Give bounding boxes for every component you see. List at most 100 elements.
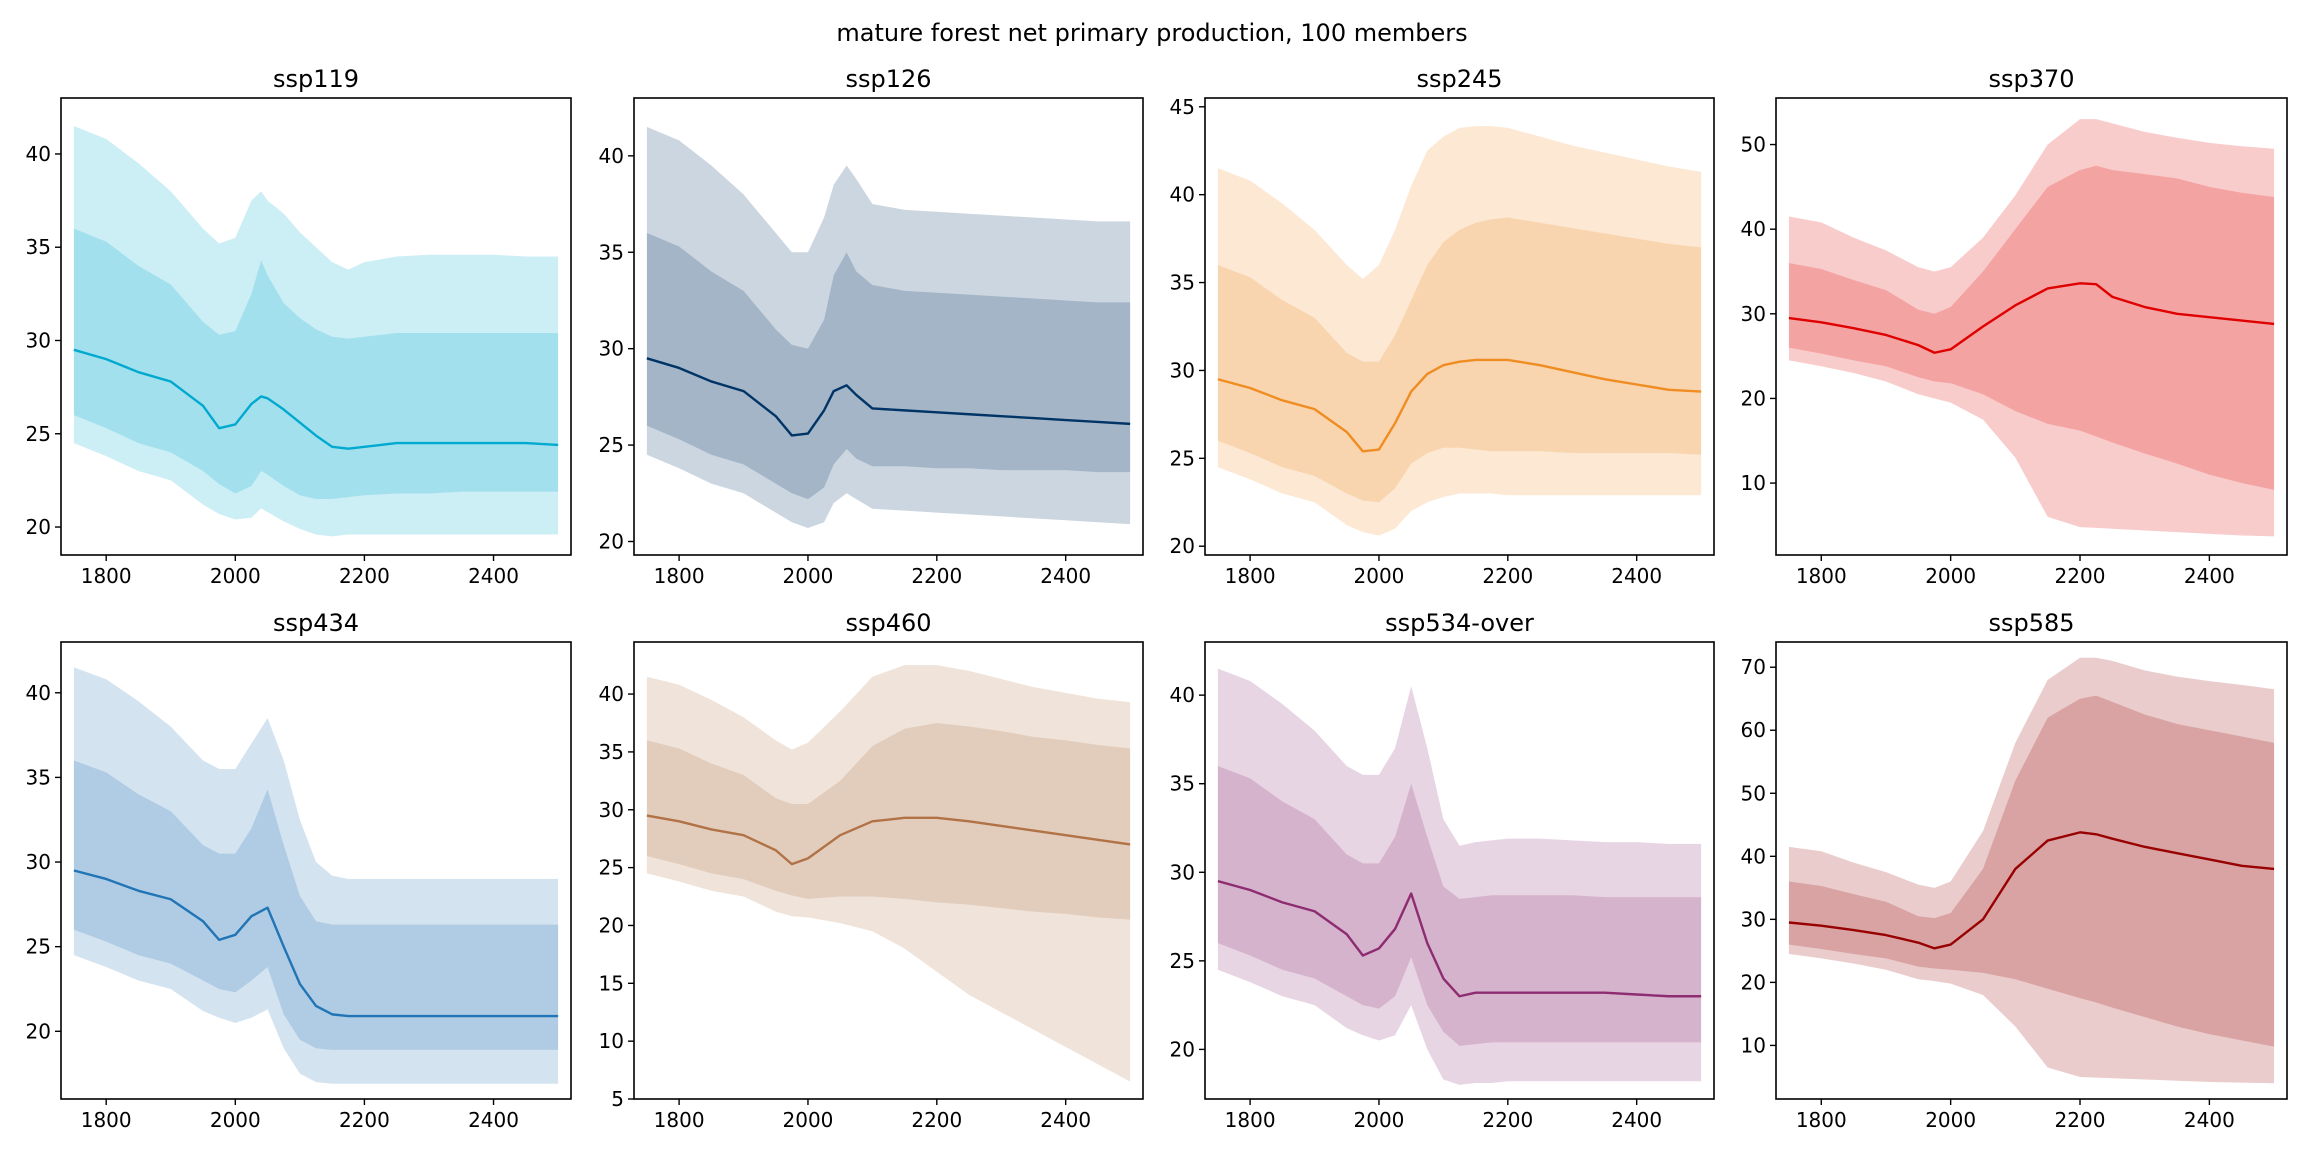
- x-tick-label: 2200: [911, 1108, 962, 1132]
- inner-range-band: [73, 228, 559, 500]
- y-tick-label: 15: [599, 971, 624, 995]
- y-tick-label: 25: [599, 433, 624, 457]
- y-tick-label: 25: [26, 422, 51, 446]
- x-tick-label: 1800: [81, 1108, 132, 1132]
- outer-range-band: [1788, 119, 2275, 537]
- y-tick-label: 40: [1170, 183, 1195, 207]
- x-tick-label: 1800: [1225, 564, 1276, 588]
- inner-range-band: [646, 722, 1131, 920]
- x-tick-label: 2000: [783, 564, 834, 588]
- x-tick-label: 2400: [1611, 564, 1662, 588]
- axes-frame: [1775, 97, 2288, 556]
- axes-frame: [633, 641, 1144, 1100]
- axes-frame: [1204, 641, 1715, 1100]
- x-tick-label: 2400: [468, 564, 519, 588]
- panel-ssp245: ssp245 1800 2000 2200 2400 20 25 30 35 40 45: [1170, 65, 1715, 588]
- panel-ssp460: ssp460 1800 2000 2200 2400 5 10 15 20 25 30 35 40: [599, 609, 1144, 1132]
- panels-grid: ssp119 1800 2000 2200 2400 20 25 30 35 40 ssp126 18…: [26, 65, 2288, 1132]
- y-tick-label: 35: [1170, 772, 1195, 796]
- y-tick-label: 50: [1741, 133, 1766, 157]
- axes-frame: [60, 641, 572, 1100]
- y-tick-label: 10: [1741, 471, 1766, 495]
- y-tick-label: 50: [1741, 781, 1766, 805]
- y-tick-label: 30: [599, 798, 624, 822]
- y-tick-label: 10: [1741, 1033, 1766, 1057]
- panel-ssp119: ssp119 1800 2000 2200 2400 20 25 30 35 40: [26, 65, 572, 588]
- y-tick-label: 30: [599, 337, 624, 361]
- panel-title: ssp434: [273, 609, 359, 637]
- y-tick-label: 70: [1741, 655, 1766, 679]
- y-tick-label: 35: [26, 765, 51, 789]
- y-tick-label: 30: [1170, 358, 1195, 382]
- median-line: [1217, 879, 1702, 998]
- y-tick-label: 25: [26, 935, 51, 959]
- outer-range-band: [646, 665, 1131, 1082]
- x-tick-label: 2000: [210, 564, 261, 588]
- y-tick-label: 25: [1170, 446, 1195, 470]
- y-tick-label: 20: [599, 913, 624, 937]
- median-line: [1788, 282, 2275, 354]
- x-tick-label: 2400: [2184, 1108, 2235, 1132]
- outer-range-band: [1217, 668, 1702, 1085]
- panel-title: ssp245: [1416, 65, 1502, 93]
- x-tick-label: 2400: [1040, 564, 1091, 588]
- y-tick-label: 20: [26, 1019, 51, 1043]
- inner-range-band: [73, 760, 559, 1050]
- x-tick-label: 2200: [2055, 564, 2106, 588]
- x-tick-label: 1800: [1796, 564, 1847, 588]
- x-tick-label: 2000: [1925, 564, 1976, 588]
- y-tick-label: 10: [599, 1029, 624, 1053]
- panel-ssp126: ssp126 1800 2000 2200 2400 20 25 30 35 40: [599, 65, 1144, 588]
- panel-title: ssp370: [1988, 65, 2074, 93]
- x-tick-label: 2200: [1482, 564, 1533, 588]
- x-tick-label: 2000: [1925, 1108, 1976, 1132]
- outer-range-band: [1788, 657, 2275, 1084]
- axes-frame: [60, 97, 572, 556]
- y-tick-label: 30: [1741, 302, 1766, 326]
- x-tick-label: 2400: [1611, 1108, 1662, 1132]
- y-tick-label: 20: [1170, 534, 1195, 558]
- axes-frame: [1775, 641, 2288, 1100]
- panel-title: ssp585: [1988, 609, 2074, 637]
- x-tick-label: 2400: [1040, 1108, 1091, 1132]
- y-tick-label: 30: [26, 850, 51, 874]
- median-line: [1217, 358, 1702, 453]
- median-line: [1788, 831, 2275, 950]
- x-tick-label: 2400: [2184, 564, 2235, 588]
- x-tick-label: 2200: [911, 564, 962, 588]
- y-tick-label: 30: [26, 328, 51, 352]
- inner-range-band: [646, 232, 1131, 500]
- y-tick-label: 20: [1170, 1037, 1195, 1061]
- x-tick-label: 2000: [1354, 564, 1405, 588]
- y-tick-label: 35: [26, 235, 51, 259]
- y-tick-label: 25: [599, 856, 624, 880]
- y-tick-label: 40: [599, 144, 624, 168]
- y-tick-label: 30: [1741, 907, 1766, 931]
- median-line: [646, 357, 1131, 437]
- y-tick-label: 25: [1170, 949, 1195, 973]
- x-tick-label: 2000: [783, 1108, 834, 1132]
- x-tick-label: 1800: [1796, 1108, 1847, 1132]
- y-tick-label: 20: [599, 530, 624, 554]
- y-tick-label: 40: [1741, 217, 1766, 241]
- inner-range-band: [1217, 217, 1702, 503]
- y-tick-label: 20: [1741, 970, 1766, 994]
- y-tick-label: 40: [1170, 683, 1195, 707]
- panel-ssp534-over: ssp534-over 1800 2000 2200 2400 20 25 30 35 40: [1170, 609, 1715, 1132]
- median-line: [73, 869, 559, 1018]
- panel-title: ssp460: [845, 609, 931, 637]
- axes-frame: [633, 97, 1144, 556]
- median-line: [73, 348, 559, 450]
- y-tick-label: 35: [599, 240, 624, 264]
- panel-title: ssp126: [845, 65, 931, 93]
- outer-range-band: [73, 667, 559, 1084]
- inner-range-band: [1788, 695, 2275, 1047]
- y-tick-label: 60: [1741, 718, 1766, 742]
- x-tick-label: 2200: [339, 1108, 390, 1132]
- panel-ssp434: ssp434 1800 2000 2200 2400 20 25 30 35 40: [26, 609, 572, 1132]
- x-tick-label: 2200: [1482, 1108, 1533, 1132]
- y-tick-label: 40: [26, 142, 51, 166]
- y-tick-label: 20: [26, 515, 51, 539]
- panel-ssp370: ssp370 1800 2000 2200 2400 10 20 30 40 50: [1741, 65, 2288, 588]
